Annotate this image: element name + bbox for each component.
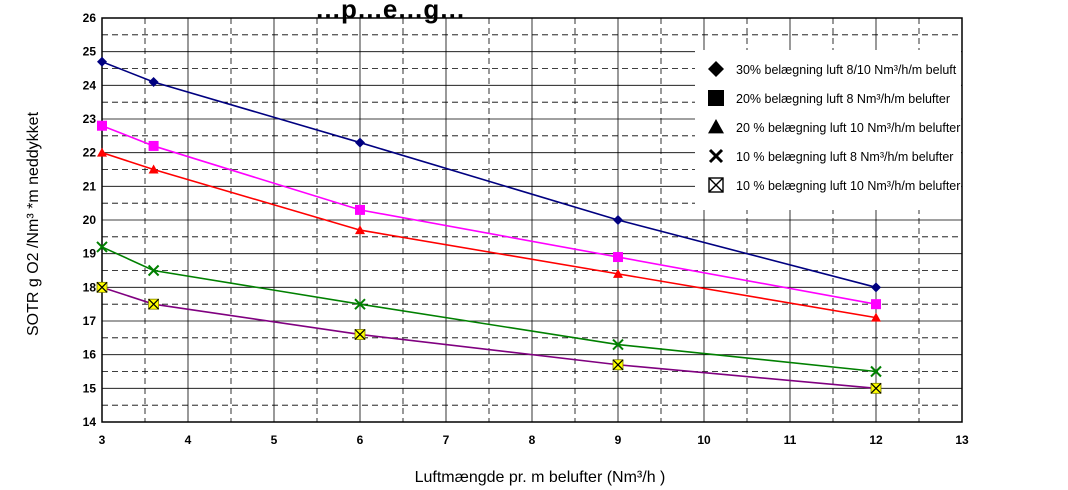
y-tick-label: 17 xyxy=(83,314,97,328)
legend-marker xyxy=(708,90,724,106)
data-point xyxy=(355,225,365,235)
data-point xyxy=(613,252,623,263)
y-axis-label: SOTR g O2 /Nm³ *m neddykket xyxy=(25,111,42,336)
y-tick-label: 24 xyxy=(83,78,97,92)
legend-item-0: 30% belægning luft 8/10 Nm³/h/m beluft xyxy=(708,61,957,77)
y-tick-label: 15 xyxy=(83,381,97,395)
data-point xyxy=(148,298,160,310)
x-tick-label: 3 xyxy=(99,433,106,447)
data-point xyxy=(97,147,107,157)
x-tick-label: 6 xyxy=(357,433,364,447)
y-tick-label: 19 xyxy=(83,247,97,261)
data-point xyxy=(97,56,107,67)
x-tick-label: 7 xyxy=(443,433,450,447)
y-axis-ticks: 14 15 16 17 18 19 20 21 22 23 24 25 26 xyxy=(83,11,97,429)
data-point xyxy=(871,282,881,293)
y-tick-label: 23 xyxy=(83,112,97,126)
data-point xyxy=(97,120,107,131)
legend-marker xyxy=(708,177,724,193)
y-tick-label: 20 xyxy=(83,213,97,227)
x-axis-label: Luftmængde pr. m belufter (Nm³/h ) xyxy=(415,469,666,486)
data-point xyxy=(355,204,365,215)
series-1 xyxy=(97,120,881,310)
x-tick-label: 5 xyxy=(271,433,278,447)
y-tick-label: 21 xyxy=(83,179,97,193)
x-tick-label: 8 xyxy=(529,433,536,447)
x-tick-label: 13 xyxy=(955,433,969,447)
legend-label: 20% belægning luft 8 Nm³/h/m belufter xyxy=(736,92,950,106)
series-0 xyxy=(97,56,881,293)
legend-item-4: 10 % belægning luft 10 Nm³/h/m belufter xyxy=(708,177,960,193)
data-point xyxy=(96,281,108,293)
plot-area xyxy=(101,17,963,423)
x-tick-label: 12 xyxy=(869,433,883,447)
data-point xyxy=(148,140,159,151)
legend-item-2: 20 % belægning luft 10 Nm³/h/m belufter xyxy=(708,119,960,135)
data-point xyxy=(612,359,624,371)
series-2 xyxy=(97,147,881,322)
legend-marker xyxy=(708,119,724,134)
data-point xyxy=(355,137,365,148)
legend: 30% belægning luft 8/10 Nm³/h/m beluft 20… xyxy=(708,61,960,193)
y-tick-label: 16 xyxy=(83,348,97,362)
y-tick-label: 26 xyxy=(83,11,97,25)
data-point xyxy=(96,241,108,253)
legend-item-3: 10 % belægning luft 8 Nm³/h/m belufter xyxy=(708,148,953,164)
x-tick-label: 10 xyxy=(697,433,711,447)
legend-label: 30% belægning luft 8/10 Nm³/h/m beluft xyxy=(736,63,957,77)
y-tick-label: 22 xyxy=(83,146,97,160)
data-point xyxy=(613,268,623,278)
data-point xyxy=(613,215,623,225)
y-tick-label: 18 xyxy=(83,280,97,294)
data-point xyxy=(870,365,882,378)
legend-marker xyxy=(708,61,724,77)
data-point xyxy=(354,298,366,310)
y-tick-label: 14 xyxy=(83,415,97,429)
data-point xyxy=(612,338,624,351)
x-axis-ticks: 3 4 5 6 7 8 9 10 11 12 13 xyxy=(99,433,969,447)
data-point xyxy=(870,382,882,394)
data-point xyxy=(871,312,881,322)
legend-box xyxy=(695,50,961,210)
legend-label: 10 % belægning luft 10 Nm³/h/m belufter xyxy=(736,179,960,193)
series-4 xyxy=(96,281,882,394)
y-tick-label: 25 xyxy=(83,45,97,59)
legend-item-1: 20% belægning luft 8 Nm³/h/m belufter xyxy=(708,90,950,106)
x-tick-label: 9 xyxy=(615,433,622,447)
x-tick-label: 11 xyxy=(784,433,797,447)
legend-label: 20 % belægning luft 10 Nm³/h/m belufter xyxy=(736,121,960,135)
data-point xyxy=(354,329,366,340)
series-3 xyxy=(96,241,882,378)
data-point xyxy=(147,264,160,277)
data-point xyxy=(871,299,881,310)
x-tick-label: 4 xyxy=(185,433,192,447)
data-point xyxy=(148,164,159,174)
legend-label: 10 % belægning luft 8 Nm³/h/m belufter xyxy=(736,150,953,164)
chart-title: …p…e…g… xyxy=(315,0,465,24)
data-point xyxy=(148,76,159,87)
series-lines xyxy=(96,56,882,394)
legend-marker xyxy=(708,148,724,164)
